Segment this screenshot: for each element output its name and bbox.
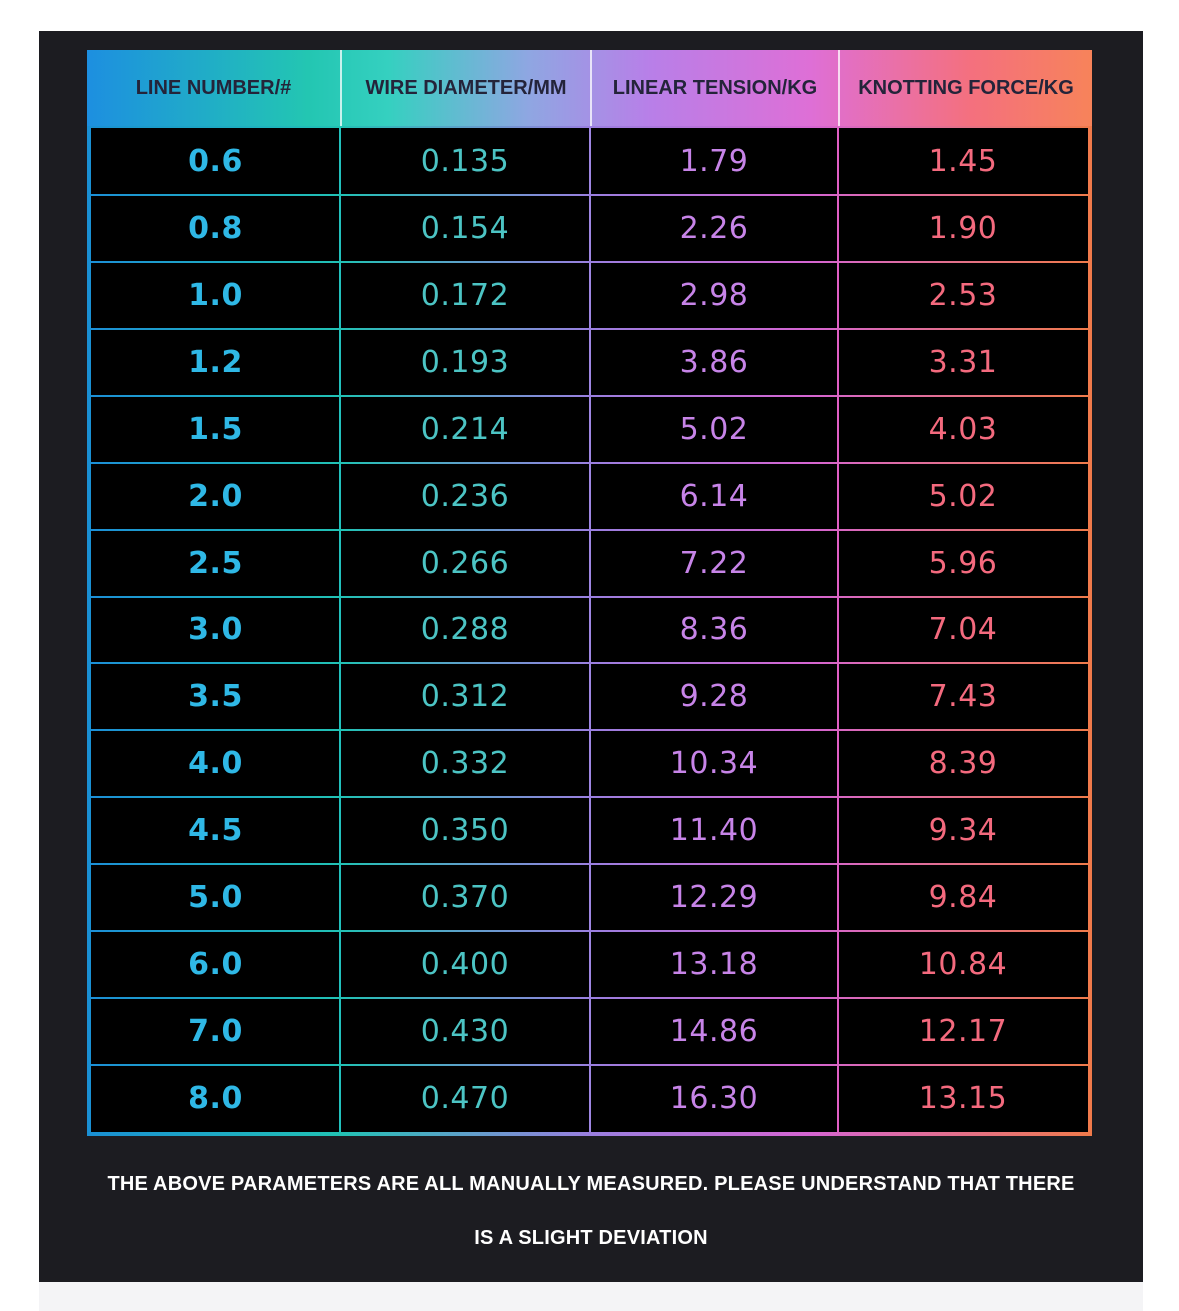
table-cell: 8.36 bbox=[679, 612, 749, 648]
table-cell: 3.86 bbox=[679, 344, 749, 380]
header-divider bbox=[838, 50, 840, 126]
table-cell: 4.03 bbox=[928, 411, 998, 447]
column-divider bbox=[339, 128, 341, 1132]
table-cell: 1.0 bbox=[188, 277, 243, 313]
table-cell: 0.470 bbox=[420, 1081, 510, 1117]
table-cell: 0.400 bbox=[420, 947, 510, 983]
table-cell: 4.5 bbox=[188, 813, 243, 849]
table-cell: 7.43 bbox=[928, 679, 998, 715]
row-divider bbox=[91, 930, 1088, 933]
header-wire-diameter: WIRE DIAMETER/MM bbox=[365, 76, 567, 99]
table-cell: 16.30 bbox=[669, 1081, 759, 1117]
table-cell: 0.214 bbox=[420, 411, 510, 447]
table-cell: 2.26 bbox=[679, 210, 749, 246]
table-cell: 14.86 bbox=[669, 1014, 759, 1050]
table-cell: 3.5 bbox=[188, 679, 243, 715]
table-cell: 0.266 bbox=[420, 545, 510, 581]
table-cell: 6.0 bbox=[188, 947, 243, 983]
header-line-number: LINE NUMBER/# bbox=[135, 76, 292, 99]
table-cell: 9.28 bbox=[679, 679, 749, 715]
table-cell: 1.90 bbox=[928, 210, 998, 246]
row-divider bbox=[91, 461, 1088, 464]
column-divider bbox=[837, 128, 839, 1132]
row-divider bbox=[91, 662, 1088, 665]
table-cell: 9.34 bbox=[928, 813, 998, 849]
table-cell: 12.17 bbox=[918, 1014, 1008, 1050]
column-divider bbox=[589, 128, 591, 1132]
table-cell: 0.332 bbox=[420, 746, 510, 782]
table-cell: 2.5 bbox=[188, 545, 243, 581]
table-cell: 7.04 bbox=[928, 612, 998, 648]
table-cell: 7.0 bbox=[188, 1014, 243, 1050]
table-cell: 2.0 bbox=[188, 478, 243, 514]
table-cell: 1.5 bbox=[188, 411, 243, 447]
table-cell: 3.0 bbox=[188, 612, 243, 648]
table-cell: 0.236 bbox=[420, 478, 510, 514]
table-cell: 10.34 bbox=[669, 746, 759, 782]
row-divider bbox=[91, 1064, 1088, 1067]
table-cell: 1.45 bbox=[928, 143, 998, 179]
row-divider bbox=[91, 193, 1088, 196]
table-cell: 3.31 bbox=[928, 344, 998, 380]
table-cell: 0.312 bbox=[420, 679, 510, 715]
table-cell: 0.193 bbox=[420, 344, 510, 380]
table-cell: 11.40 bbox=[669, 813, 759, 849]
row-divider bbox=[91, 997, 1088, 1000]
table-cell: 0.8 bbox=[188, 210, 243, 246]
spec-panel: LINE NUMBER/# WIRE DIAMETER/MM LINEAR TE… bbox=[39, 31, 1143, 1282]
row-divider bbox=[91, 595, 1088, 598]
table-cell: 12.29 bbox=[669, 880, 759, 916]
spec-table: LINE NUMBER/# WIRE DIAMETER/MM LINEAR TE… bbox=[87, 50, 1092, 1136]
bottom-strip bbox=[39, 1282, 1143, 1311]
table-cell: 1.2 bbox=[188, 344, 243, 380]
table-cell: 1.79 bbox=[679, 143, 749, 179]
table-cell: 13.15 bbox=[918, 1081, 1008, 1117]
table-cell: 5.02 bbox=[928, 478, 998, 514]
table-header-row: LINE NUMBER/# WIRE DIAMETER/MM LINEAR TE… bbox=[87, 50, 1092, 126]
table-cell: 2.98 bbox=[679, 277, 749, 313]
row-divider bbox=[91, 528, 1088, 531]
table-cell: 8.0 bbox=[188, 1081, 243, 1117]
table-cell: 5.02 bbox=[679, 411, 749, 447]
row-divider bbox=[91, 327, 1088, 330]
header-knotting-force: KNOTTING FORCE/KG bbox=[858, 76, 1074, 99]
table-cell: 8.39 bbox=[928, 746, 998, 782]
row-divider bbox=[91, 729, 1088, 732]
table-cell: 6.14 bbox=[679, 478, 749, 514]
table-cell: 0.172 bbox=[420, 277, 510, 313]
measurement-note-line-2: IS A SLIGHT DEVIATION bbox=[474, 1227, 708, 1249]
measurement-note-line-1: THE ABOVE PARAMETERS ARE ALL MANUALLY ME… bbox=[107, 1173, 1075, 1195]
table-cell: 0.288 bbox=[420, 612, 510, 648]
header-divider bbox=[590, 50, 592, 126]
header-linear-tension: LINEAR TENSION/KG bbox=[612, 76, 818, 99]
table-cell: 0.370 bbox=[420, 880, 510, 916]
table-cell: 0.350 bbox=[420, 813, 510, 849]
row-divider bbox=[91, 260, 1088, 263]
table-cell: 0.154 bbox=[420, 210, 510, 246]
table-cell: 0.430 bbox=[420, 1014, 510, 1050]
header-divider bbox=[340, 50, 342, 126]
table-cell: 5.96 bbox=[928, 545, 998, 581]
table-cell: 13.18 bbox=[669, 947, 759, 983]
table-cell: 2.53 bbox=[928, 277, 998, 313]
table-cell: 0.6 bbox=[188, 143, 243, 179]
table-cell: 7.22 bbox=[679, 545, 749, 581]
table-body: 0.6 0.135 1.79 1.45 0.8 0.154 2.26 1.90 1.0 0.172… bbox=[91, 128, 1088, 1132]
row-divider bbox=[91, 796, 1088, 799]
row-divider bbox=[91, 394, 1088, 397]
table-cell: 10.84 bbox=[918, 947, 1008, 983]
table-cell: 9.84 bbox=[928, 880, 998, 916]
row-divider bbox=[91, 863, 1088, 866]
table-cell: 0.135 bbox=[420, 143, 510, 179]
table-cell: 4.0 bbox=[188, 746, 243, 782]
table-cell: 5.0 bbox=[188, 880, 243, 916]
